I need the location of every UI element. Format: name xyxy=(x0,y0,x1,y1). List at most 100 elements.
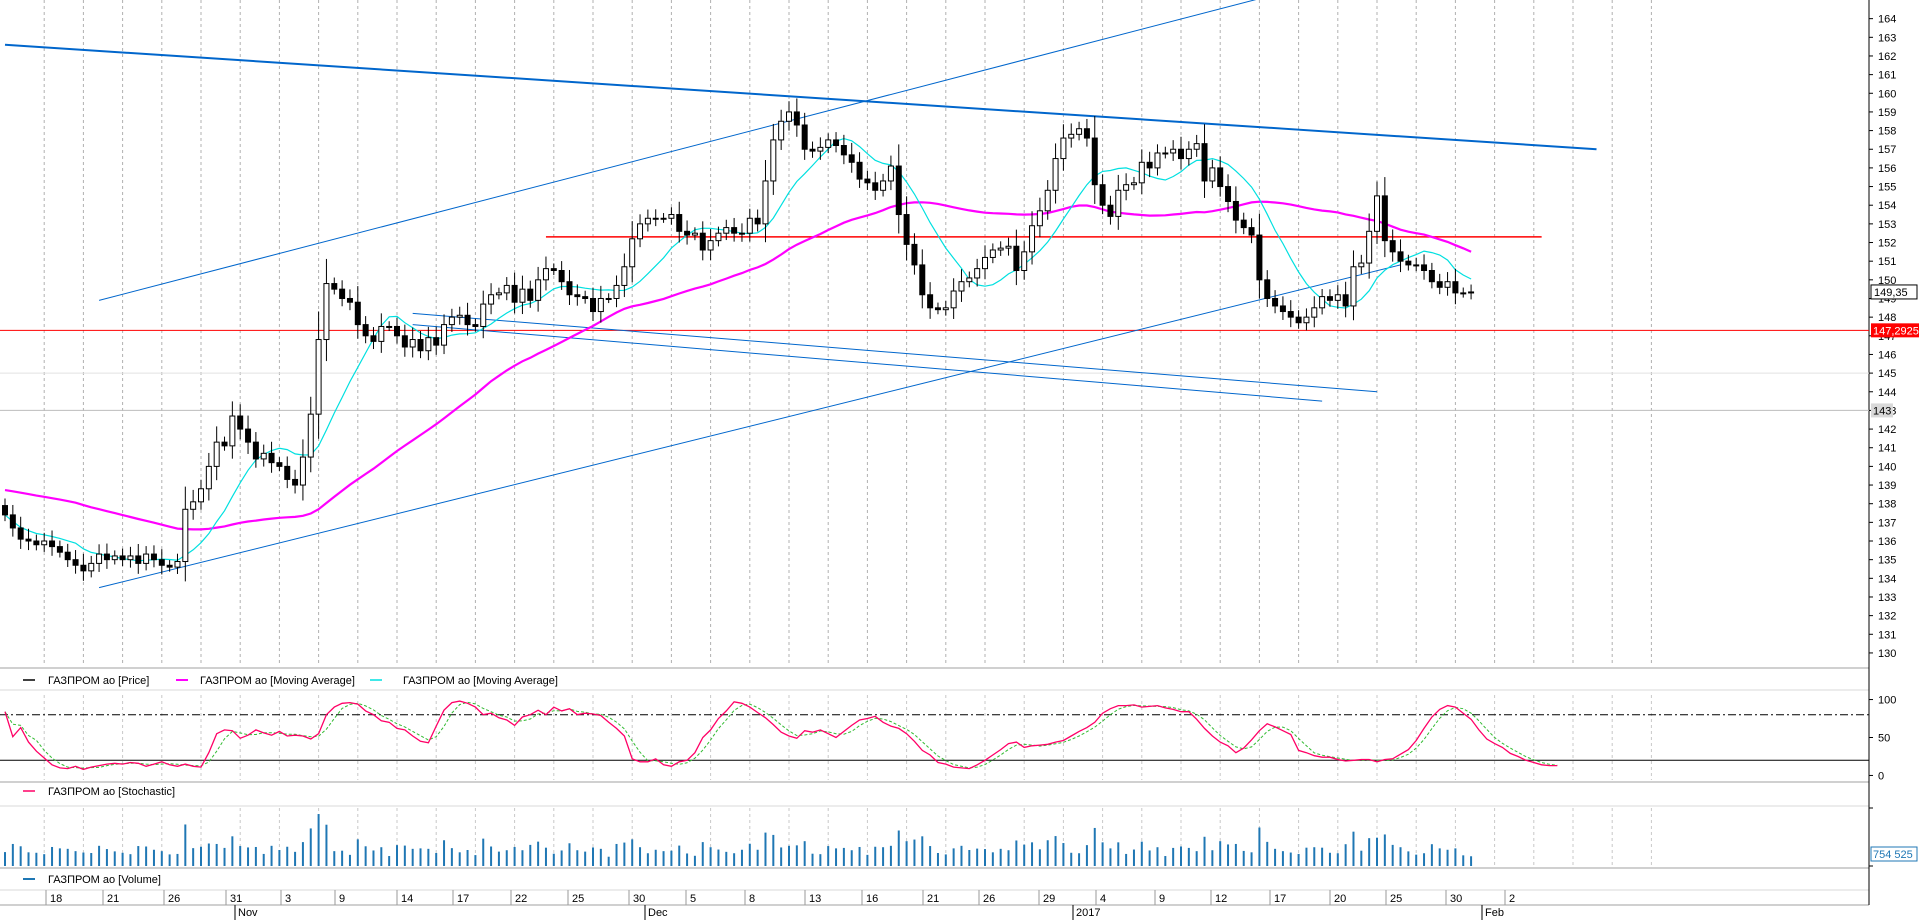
candle xyxy=(1264,270,1271,307)
candle xyxy=(1076,121,1083,141)
moving-average-fast xyxy=(4,137,1472,562)
candle xyxy=(229,401,236,459)
candle xyxy=(1185,141,1192,166)
candle xyxy=(1021,241,1028,280)
candle xyxy=(135,543,142,574)
candle xyxy=(205,452,212,501)
candle xyxy=(1193,134,1200,157)
candle xyxy=(174,553,181,574)
candle xyxy=(495,287,502,300)
candle xyxy=(699,221,706,261)
candle xyxy=(1468,284,1475,300)
candle xyxy=(339,280,346,307)
candle xyxy=(464,302,471,336)
candle xyxy=(1334,285,1341,309)
volume-legend: ГАЗПРОМ ао [Volume] xyxy=(23,874,161,886)
candle xyxy=(872,171,879,200)
legend-volume-label: ГАЗПРОМ ао [Volume] xyxy=(48,874,161,886)
candle xyxy=(1091,116,1098,204)
price-tick-label: 155 xyxy=(1878,182,1896,194)
trendlines xyxy=(4,0,1597,589)
last-price-tag xyxy=(1870,284,1918,300)
trendline xyxy=(4,43,1597,151)
reference-price-value: 143 xyxy=(1873,405,1891,417)
candle xyxy=(441,314,448,355)
candle xyxy=(825,133,832,154)
candle xyxy=(903,196,910,261)
candle xyxy=(1201,124,1208,198)
candle xyxy=(1413,257,1420,272)
month-label: 2017 xyxy=(1076,907,1100,919)
candle xyxy=(723,219,730,241)
legend-price-label: ГАЗПРОМ ао [Price] xyxy=(48,675,149,687)
candle xyxy=(1319,289,1326,315)
volume-panel: 754 525 xyxy=(4,807,1918,867)
candle xyxy=(1436,273,1443,295)
day-label: 2 xyxy=(1509,893,1515,905)
candle xyxy=(1295,310,1302,329)
candle xyxy=(974,258,981,287)
month-label: Feb xyxy=(1485,907,1504,919)
candle xyxy=(950,278,957,319)
day-label: 20 xyxy=(1334,893,1346,905)
candle xyxy=(284,456,291,489)
candle xyxy=(221,436,228,451)
candle xyxy=(793,98,800,137)
price-tick-label: 160 xyxy=(1878,88,1896,100)
price-tick-label: 139 xyxy=(1878,480,1896,492)
price-tick-label: 142 xyxy=(1878,424,1896,436)
candle xyxy=(1397,239,1404,273)
stochastic-legend: ГАЗПРОМ ао [Stochastic] xyxy=(23,786,175,798)
candle xyxy=(1217,156,1224,197)
day-label: 25 xyxy=(572,893,584,905)
candle xyxy=(1444,272,1451,296)
price-tick-label: 144 xyxy=(1878,387,1896,399)
candle xyxy=(1029,211,1036,265)
candle xyxy=(754,209,761,232)
month-label: Dec xyxy=(648,907,668,919)
candle xyxy=(840,134,847,165)
day-label: 29 xyxy=(1043,893,1055,905)
candle xyxy=(558,261,565,290)
candle xyxy=(49,530,56,556)
price-tags: 149,35 147,2925 143 xyxy=(1870,284,1919,418)
price-levels xyxy=(0,236,1869,411)
price-tick-label: 150 xyxy=(1878,275,1896,287)
candle xyxy=(307,396,314,473)
candle xyxy=(292,469,299,494)
candle xyxy=(629,221,636,283)
candle xyxy=(503,277,510,301)
candle xyxy=(33,534,40,551)
candle xyxy=(660,213,667,223)
price-tick-label: 133 xyxy=(1878,592,1896,604)
stochastic-tick-label: 100 xyxy=(1878,695,1896,707)
candle xyxy=(927,282,934,319)
candle xyxy=(1170,140,1177,161)
day-label: 17 xyxy=(1274,893,1286,905)
price-tick-label: 140 xyxy=(1878,461,1896,473)
trendline xyxy=(98,0,1257,301)
candle xyxy=(182,486,189,582)
candle xyxy=(895,144,902,234)
price-tick-label: 135 xyxy=(1878,555,1896,567)
price-tick-label: 132 xyxy=(1878,611,1896,623)
candle xyxy=(2,498,8,522)
candle xyxy=(542,256,549,291)
price-tick-label: 162 xyxy=(1878,51,1896,63)
candle xyxy=(1052,143,1059,204)
candle xyxy=(997,241,1004,256)
candle xyxy=(80,553,87,581)
candle xyxy=(480,290,487,339)
time-grid xyxy=(0,0,1870,906)
candle xyxy=(252,432,259,468)
candle xyxy=(550,263,557,276)
candle xyxy=(1350,250,1357,321)
candle xyxy=(346,289,353,311)
candle xyxy=(1162,146,1169,159)
candle xyxy=(64,543,71,567)
candle xyxy=(127,546,134,568)
day-label: 22 xyxy=(515,893,527,905)
price-tick-label: 161 xyxy=(1878,70,1896,82)
candle xyxy=(190,489,197,520)
candle xyxy=(260,444,267,467)
